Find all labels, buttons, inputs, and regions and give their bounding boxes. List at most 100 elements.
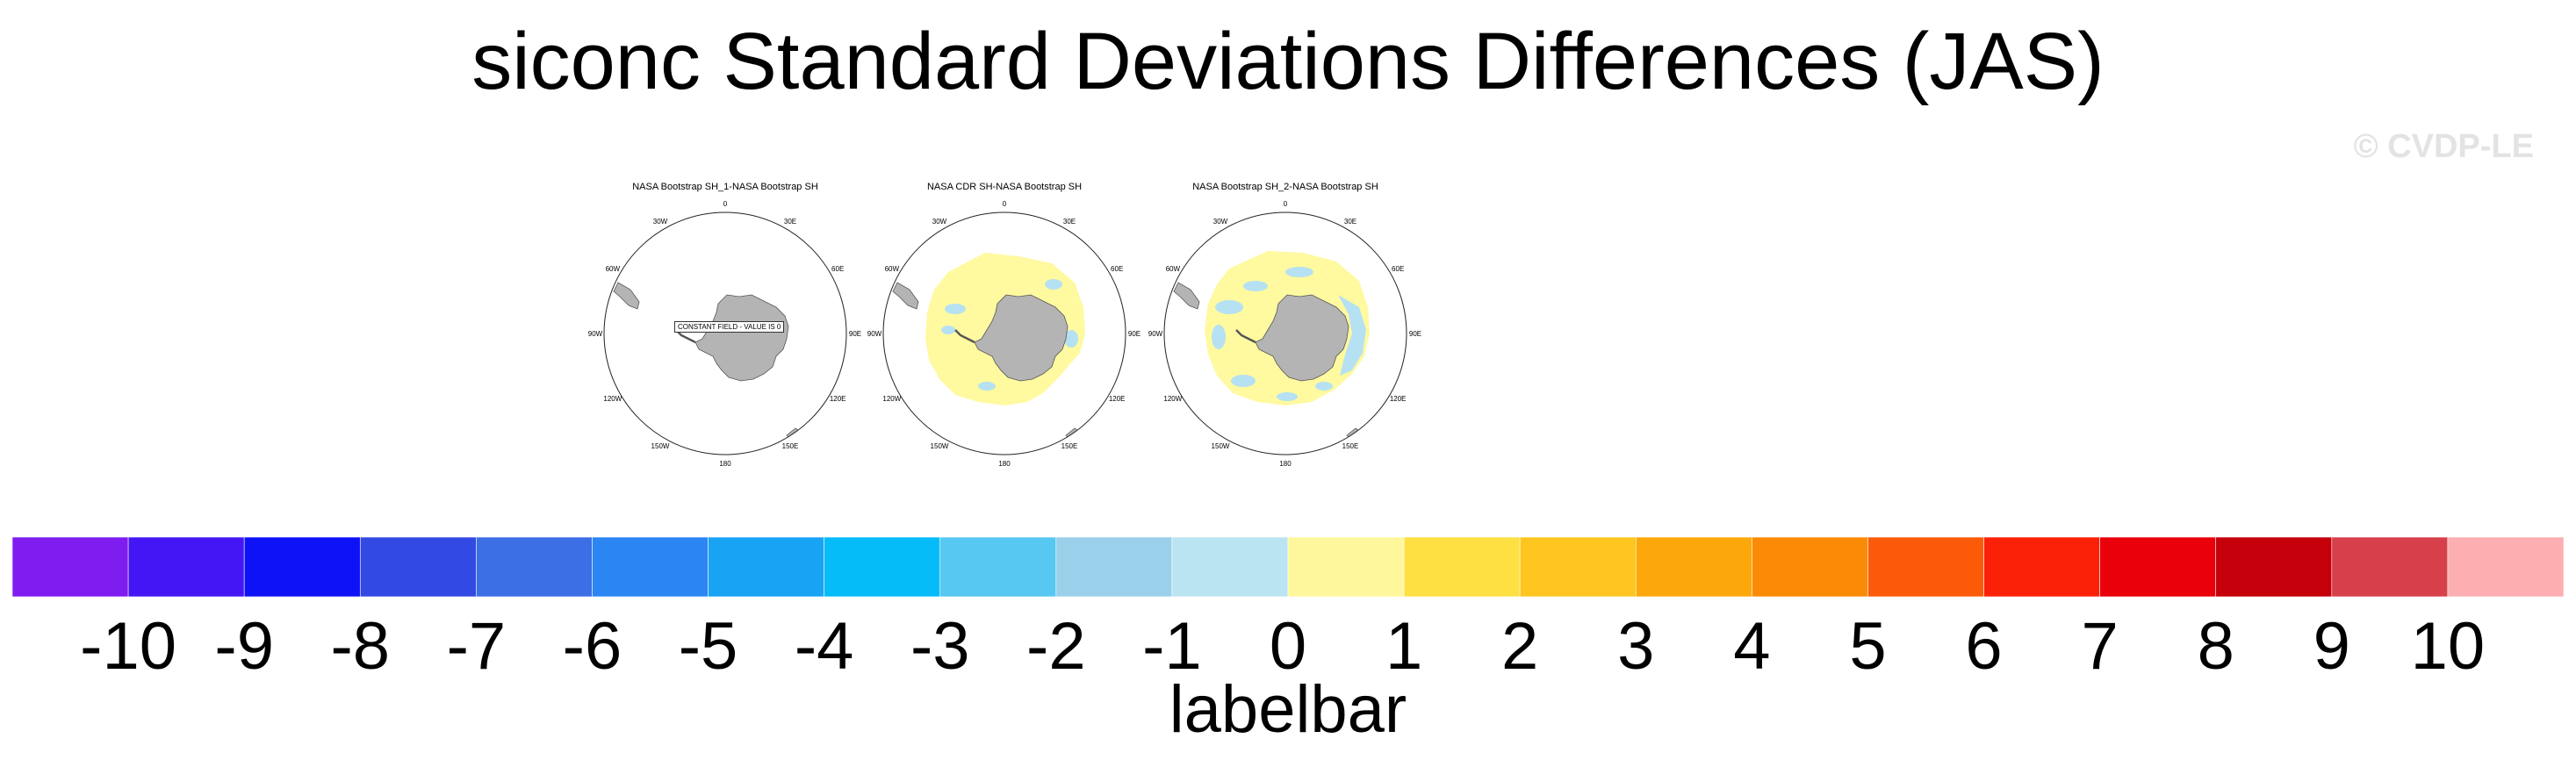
south-america-landmass (1173, 282, 1200, 310)
negative-field (941, 326, 955, 334)
tasmania-landmass (831, 433, 842, 445)
polar-map: 0 30E 60E 90E 120E 150E 180 150W 120W 90W 60W 30W (1148, 200, 1421, 468)
labelbar-tick-label: 2 (1501, 609, 1538, 684)
labelbar-tick-label: 7 (2081, 609, 2118, 684)
labelbar-box (1055, 536, 1173, 598)
longitude-label: 150E (1342, 442, 1359, 450)
longitude-label: 60E (1111, 265, 1123, 273)
labelbar-title: labelbar (1169, 672, 1407, 747)
labelbar-tick-label: -10 (80, 609, 176, 684)
labelbar-box (1287, 536, 1405, 598)
longitude-label: 120W (603, 395, 622, 403)
tasmania-landmass (1392, 433, 1402, 445)
map-panel-bootstrap-sh2: NASA Bootstrap SH_2-NASA Bootstrap SH 0 3… (1145, 181, 1426, 470)
labelbar-box (2215, 536, 2333, 598)
watermark: © CVDP-LE (2353, 128, 2534, 165)
negative-field (1215, 300, 1243, 314)
labelbar-box (708, 536, 824, 598)
negative-field (1243, 281, 1268, 291)
panel-title: NASA Bootstrap SH_2-NASA Bootstrap SH (1192, 182, 1378, 192)
labelbar-box (2331, 536, 2449, 598)
map-panel-cdr-sh: NASA CDR SH-NASA Bootstrap SH 0 30E 60E 90E… (864, 181, 1145, 470)
labelbar-box (1635, 536, 1752, 598)
labelbar-box (359, 536, 477, 598)
longitude-label: 60W (885, 265, 900, 273)
negative-field (1285, 267, 1313, 277)
negative-field (1315, 382, 1333, 391)
south-america-landmass (892, 282, 919, 310)
longitude-label: 150W (1212, 442, 1230, 450)
antarctic-peninsula (1235, 329, 1256, 344)
labelbar-box (1983, 536, 2100, 598)
longitude-label: 150W (931, 442, 949, 450)
antarctica-landmass (1255, 294, 1349, 382)
labelbar-tick-label: 9 (2313, 609, 2350, 684)
labelbar-box (1752, 536, 1868, 598)
longitude-label: 60W (1166, 265, 1181, 273)
labelbar-tick-label: 6 (1965, 609, 2002, 684)
labelbar-tick-label: -6 (563, 609, 622, 684)
map-border (882, 212, 1126, 455)
longitude-label: 150E (782, 442, 799, 450)
map-border (1163, 212, 1407, 455)
labelbar-tick-label: 8 (2198, 609, 2234, 684)
labelbar-tick-label: -5 (679, 609, 738, 684)
polar-map: 0 30E 60E 90E 120E 150E 180 150W 120W 90W 60W 30W (867, 200, 1140, 468)
longitude-label: 120E (1390, 395, 1407, 403)
longitude-label: 150W (651, 442, 670, 450)
labelbar-box (243, 536, 361, 598)
map-field (1164, 212, 1407, 455)
labelbar-tick-label: -4 (795, 609, 854, 684)
longitude-label: 90W (867, 330, 882, 338)
labelbar-box (592, 536, 709, 598)
longitude-label: 30E (1063, 218, 1076, 226)
page-title: siconc Standard Deviations Differences (… (471, 17, 2105, 106)
longitude-label: 90E (1409, 330, 1421, 338)
labelbar-box (824, 536, 941, 598)
longitude-label: 120W (1163, 395, 1182, 403)
labelbar-box (1519, 536, 1637, 598)
longitude-label: 150E (1061, 442, 1078, 450)
negative-field (1064, 330, 1078, 348)
labelbar: -10 -9 -8 -7 -6 -5 -4 -3 -2 -1 0 1 2 3 4 5 6 7 8 9 10labelba… (11, 536, 2565, 747)
labelbar-tick-label: -3 (910, 609, 970, 684)
labelbar-tick-label: 1 (1385, 609, 1422, 684)
labelbar-tick-label: 10 (2411, 609, 2486, 684)
labelbar-tick-label: 5 (1849, 609, 1886, 684)
labelbar-box (939, 536, 1057, 598)
labelbar-tick-label: -2 (1026, 609, 1086, 684)
negative-field (978, 382, 996, 391)
antarctica-landmass (694, 294, 789, 382)
labelbar-box (11, 536, 129, 598)
labelbar-tick-label: 4 (1733, 609, 1770, 684)
labelbar-tick-label: -1 (1142, 609, 1202, 684)
longitude-label: 30W (932, 218, 947, 226)
antarctic-peninsula (675, 329, 696, 344)
negative-field (945, 304, 966, 314)
tasmania-landmass (1111, 433, 1121, 445)
longitude-label: 180 (998, 460, 1011, 468)
longitude-label: 120E (830, 395, 846, 403)
negative-field (1045, 279, 1062, 290)
longitude-label: 30W (653, 218, 668, 226)
polar-map: 0 30E 60E 90E 120E 150E 180 150W 120W 90W 60W 30W (588, 200, 861, 468)
labelbar-tick-label: 0 (1270, 609, 1306, 684)
panel-title: NASA Bootstrap SH_1-NASA Bootstrap SH (632, 182, 818, 192)
labelbar-box (2099, 536, 2217, 598)
map-field (604, 212, 846, 455)
labelbar-box (1867, 536, 1984, 598)
labelbar-tick-label: -7 (447, 609, 507, 684)
labelbar-tick-label: -9 (214, 609, 274, 684)
longitude-label: 90W (588, 330, 603, 338)
labelbar-tick-label: 3 (1617, 609, 1654, 684)
negative-field (1231, 375, 1256, 387)
antarctica-landmass (974, 294, 1069, 382)
labelbar-box (1403, 536, 1521, 598)
longitude-label: 90E (849, 330, 861, 338)
labelbar-box (1171, 536, 1289, 598)
map-field (883, 212, 1126, 455)
map-panel-bootstrap-sh1: NASA Bootstrap SH_1-NASA Bootstrap SH 0 3… (585, 181, 866, 470)
longitude-label: 180 (1279, 460, 1292, 468)
constant-field-note: CONSTANT FIELD - VALUE IS 0 (674, 321, 785, 333)
longitude-label: 30E (1344, 218, 1356, 226)
